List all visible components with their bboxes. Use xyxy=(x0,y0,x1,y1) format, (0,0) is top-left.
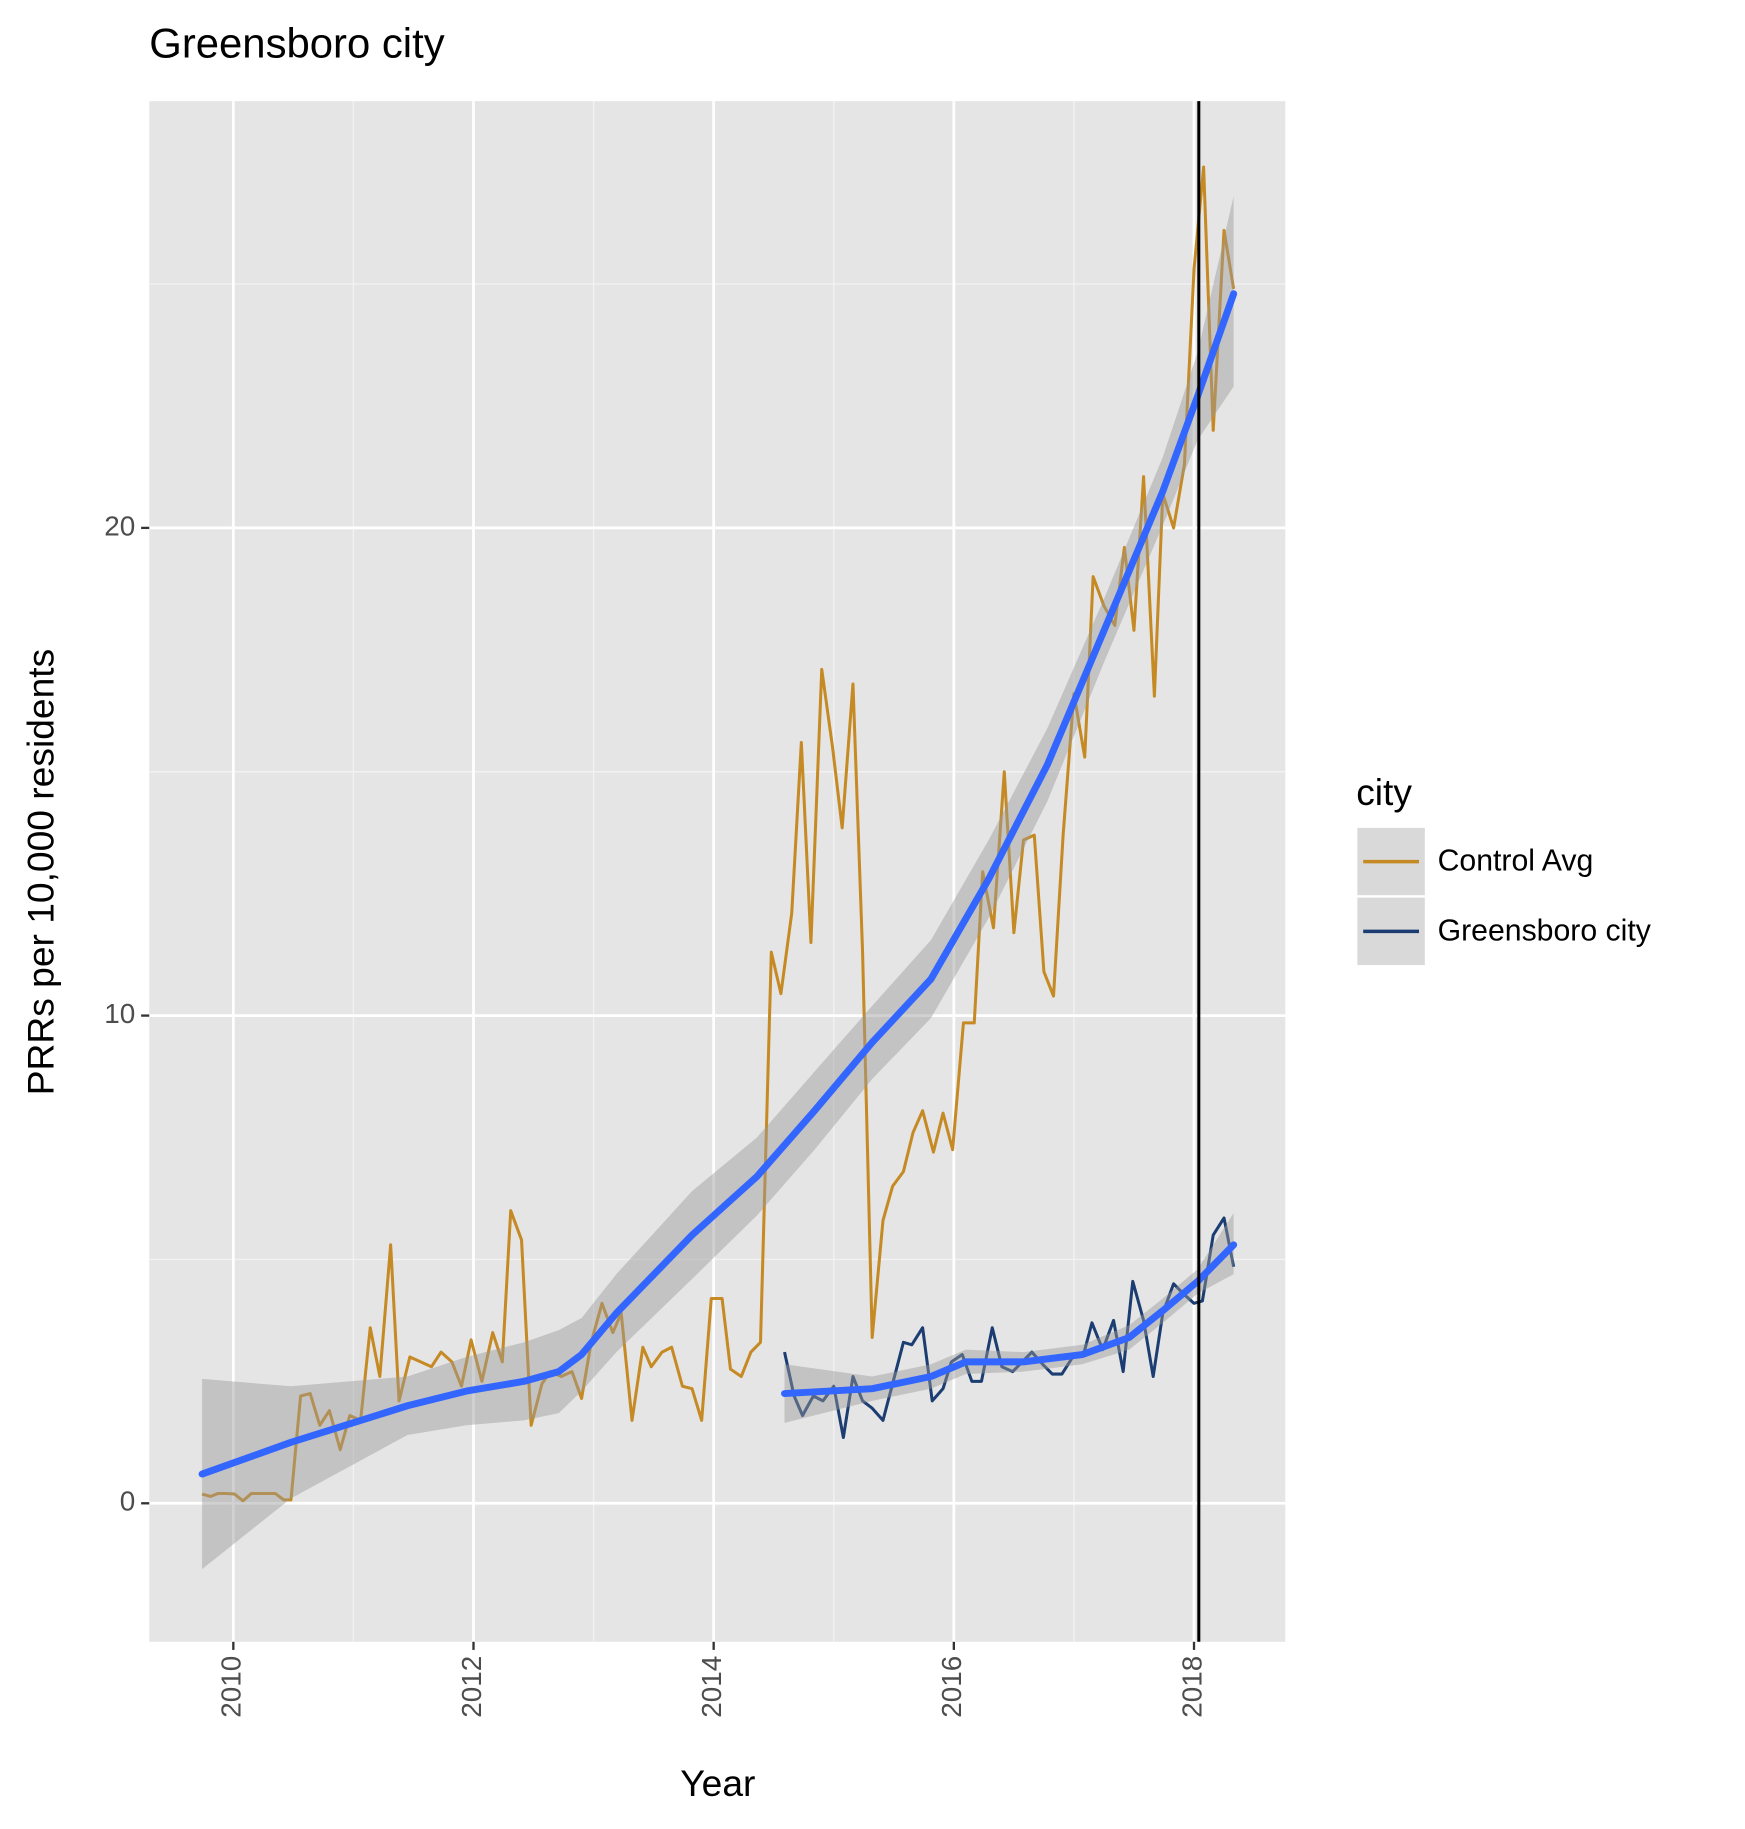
y-axis-label: PRRs per 10,000 residents xyxy=(19,649,61,1095)
smooth-line xyxy=(781,1241,1238,1398)
x-tick-label: 2012 xyxy=(456,1656,487,1718)
confidence-band xyxy=(202,196,1234,1570)
data-line xyxy=(201,165,1236,1503)
legend-label: Control Avg xyxy=(1438,845,1594,878)
x-tick-label: 2016 xyxy=(936,1656,967,1718)
y-tick-label: 0 xyxy=(120,1486,136,1517)
legend-label: Greensboro city xyxy=(1438,915,1652,948)
y-tick-label: 20 xyxy=(104,510,135,541)
chart-title: Greensboro city xyxy=(149,20,444,67)
plot-panel xyxy=(149,101,1286,1642)
x-axis-label: Year xyxy=(680,1762,755,1804)
x-tick-label: 2010 xyxy=(216,1656,247,1718)
confidence-band xyxy=(784,1213,1234,1423)
x-tick-label: 2014 xyxy=(696,1656,727,1718)
y-tick-label: 10 xyxy=(104,998,135,1029)
x-tick-label: 2018 xyxy=(1176,1656,1207,1718)
smooth-line xyxy=(198,290,1238,1478)
legend-title: city xyxy=(1356,771,1412,813)
